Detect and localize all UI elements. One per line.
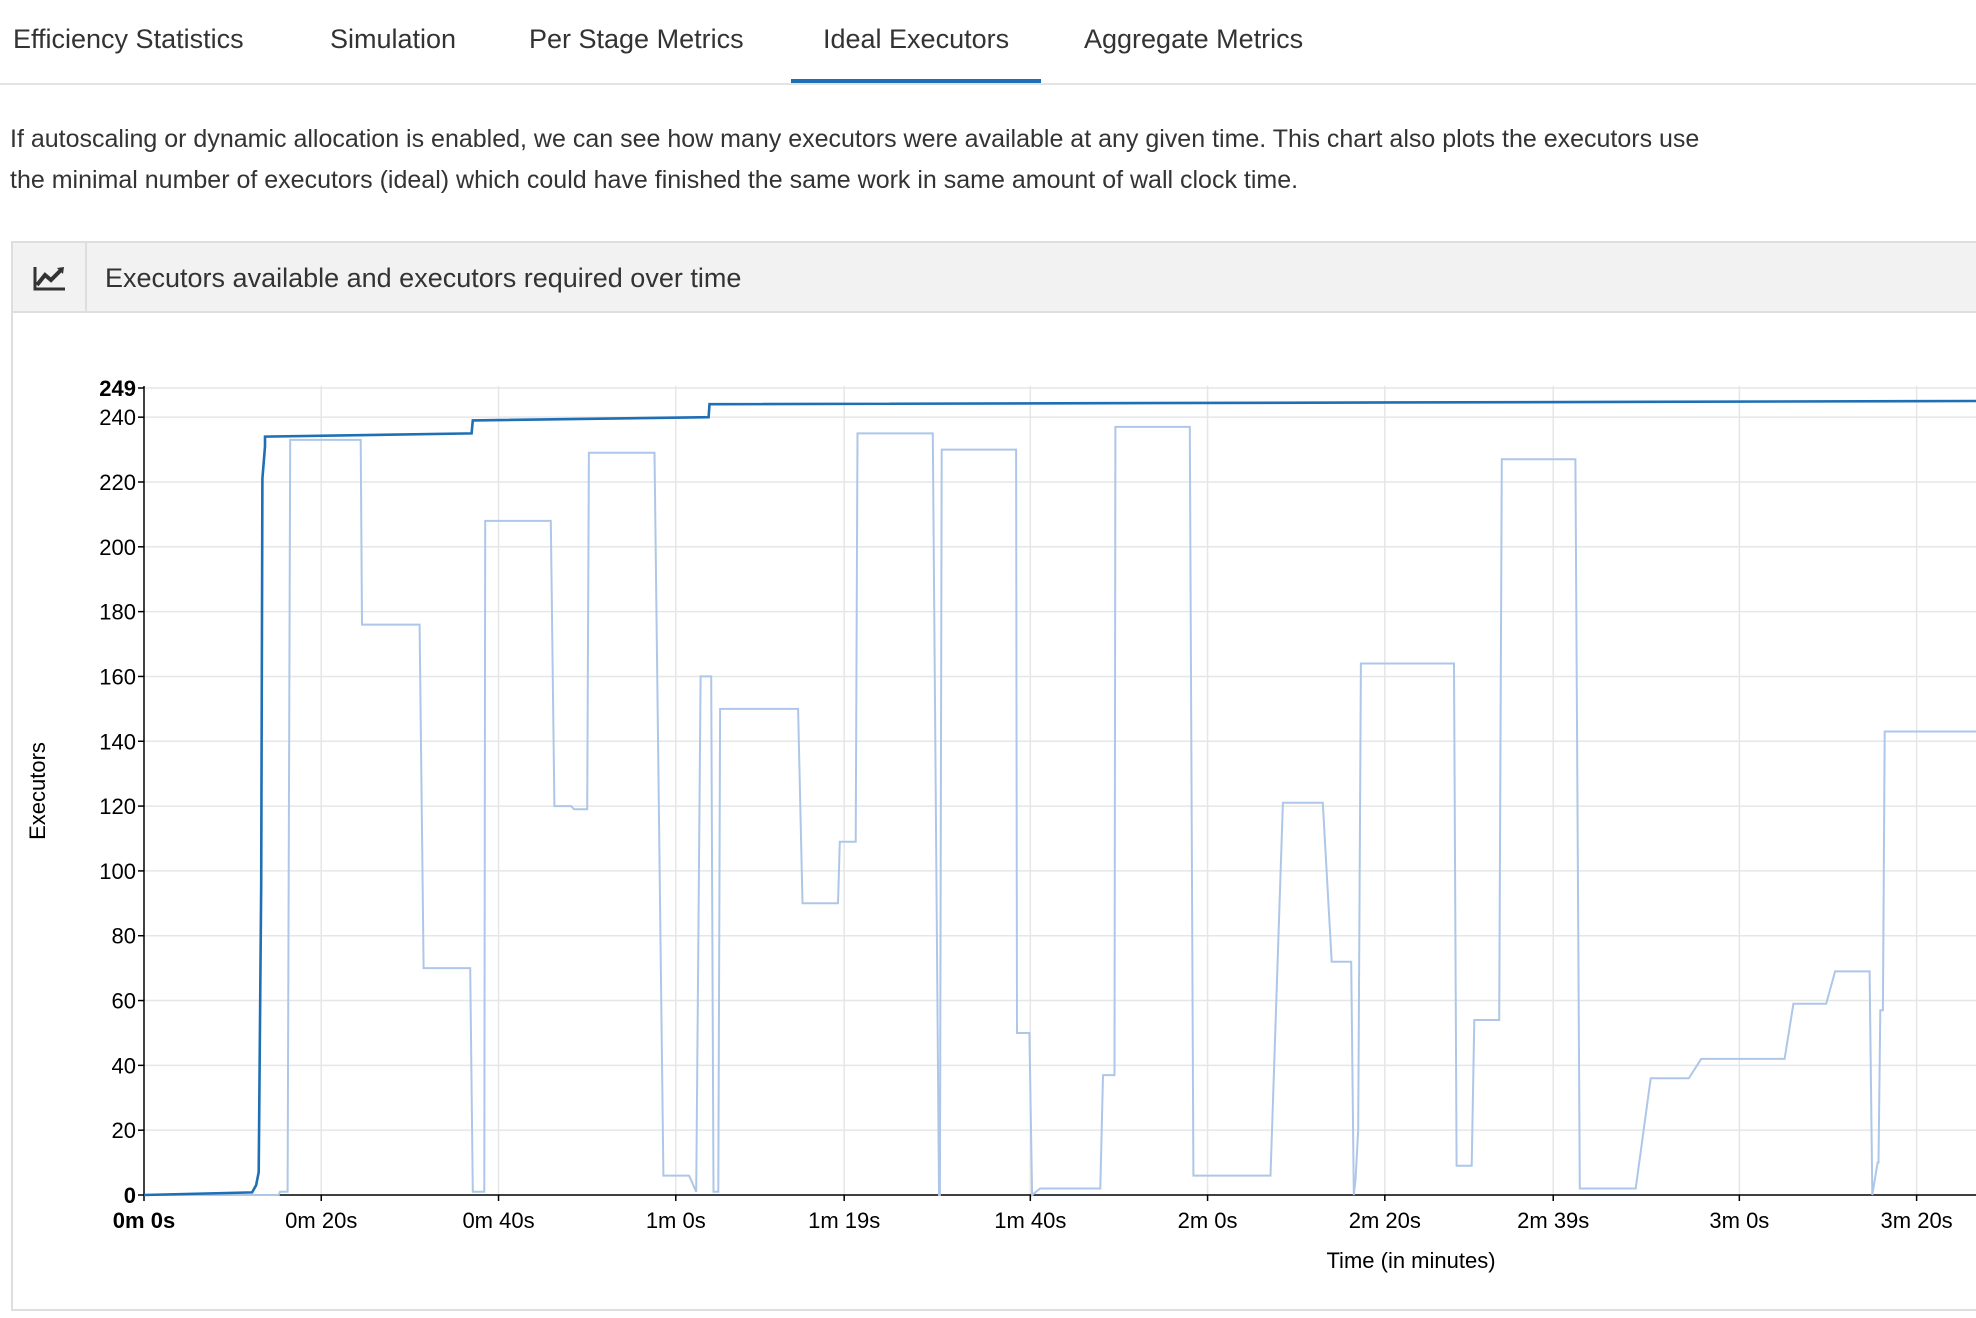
x-tick-label: 2m 0s bbox=[1178, 1208, 1238, 1233]
panel-title: Executors available and executors requir… bbox=[105, 263, 742, 293]
x-tick-label: 1m 0s bbox=[646, 1208, 706, 1233]
active-tab-indicator bbox=[791, 79, 1041, 83]
y-tick-label: 220 bbox=[99, 470, 136, 495]
y-tick-label: 160 bbox=[99, 664, 136, 689]
x-axis-title: Time (in minutes) bbox=[1326, 1248, 1495, 1273]
chart-panel: Executors available and executors requir… bbox=[11, 241, 1976, 1311]
description-line: If autoscaling or dynamic allocation is … bbox=[10, 125, 1700, 153]
description-line: the minimal number of executors (ideal) … bbox=[10, 166, 1299, 194]
tab[interactable]: Simulation bbox=[330, 24, 457, 54]
x-tick-label: 1m 40s bbox=[994, 1208, 1066, 1233]
series-line bbox=[143, 399, 1976, 1197]
y-tick-label: 60 bbox=[112, 989, 136, 1014]
plot-area bbox=[143, 399, 1976, 1198]
x-tick-label: 0m 20s bbox=[285, 1208, 357, 1233]
y-tick-label: 249 bbox=[99, 376, 136, 401]
x-tick-label: 0m 40s bbox=[462, 1208, 534, 1233]
y-tick-label: 80 bbox=[112, 924, 136, 949]
y-tick-label: 40 bbox=[112, 1053, 136, 1078]
line-chart-icon bbox=[33, 267, 65, 291]
tab[interactable]: Ideal Executors bbox=[823, 24, 1010, 54]
tab[interactable]: Aggregate Metrics bbox=[1084, 24, 1304, 54]
panel-header: Executors available and executors requir… bbox=[13, 243, 1976, 313]
x-tick-label: 1m 19s bbox=[808, 1208, 880, 1233]
x-tick-label: 3m 20s bbox=[1881, 1208, 1953, 1233]
tab[interactable]: Efficiency Statistics bbox=[13, 24, 244, 54]
y-tick-label: 20 bbox=[112, 1118, 136, 1143]
chart-icon bbox=[13, 243, 87, 311]
y-tick-label: 120 bbox=[99, 794, 136, 819]
x-tick-label: 3m 0s bbox=[1709, 1208, 1769, 1233]
y-tick-label: 180 bbox=[99, 600, 136, 625]
y-tick-label: 100 bbox=[99, 859, 136, 884]
y-axis-title: Executors bbox=[25, 742, 50, 840]
tab[interactable]: Per Stage Metrics bbox=[529, 24, 744, 54]
y-tick-label: 200 bbox=[99, 535, 136, 560]
y-tick-label: 240 bbox=[99, 405, 136, 430]
x-tick-label: 2m 39s bbox=[1517, 1208, 1589, 1233]
tab-bar: Efficiency Statistics Simulation Per Stage… bbox=[0, 0, 1976, 85]
series-line bbox=[144, 425, 1976, 1198]
x-tick-label: 0m 0s bbox=[113, 1208, 175, 1233]
y-tick-label: 0 bbox=[124, 1183, 136, 1208]
y-tick-label: 140 bbox=[99, 729, 136, 754]
x-tick-label: 2m 20s bbox=[1349, 1208, 1421, 1233]
